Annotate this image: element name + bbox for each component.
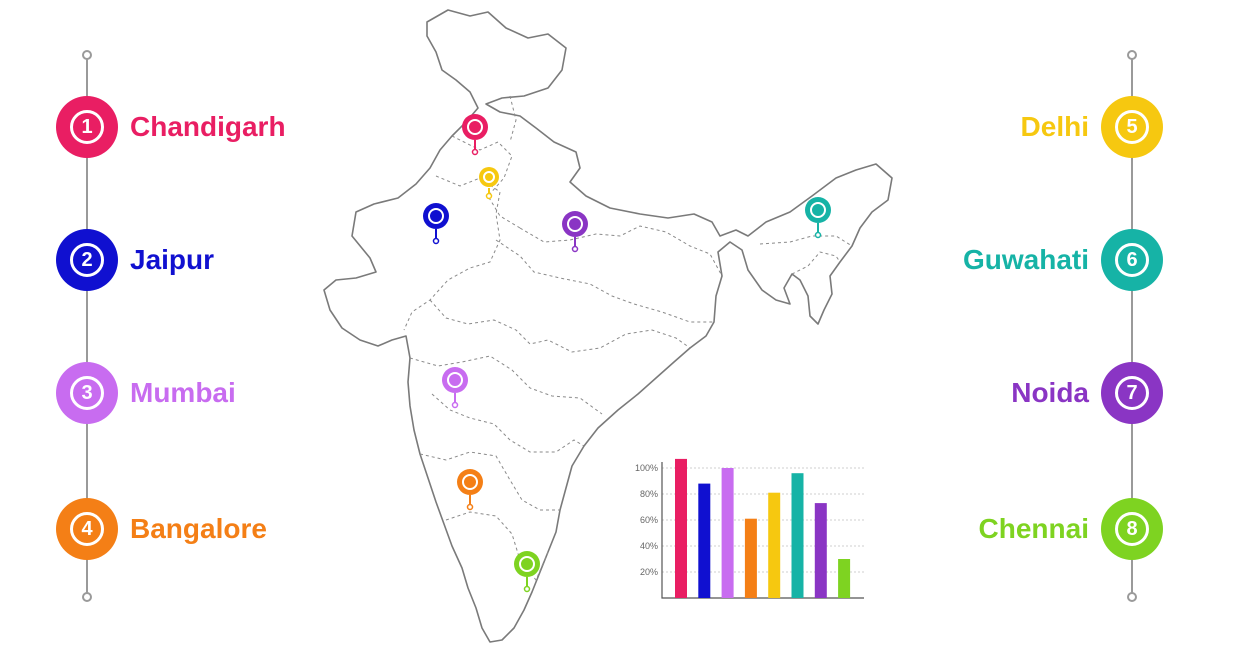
city-badge: 3 xyxy=(56,362,118,424)
city-name: Chennai xyxy=(978,513,1089,544)
city-name: Guwahati xyxy=(962,244,1089,275)
bar-chandigarh xyxy=(675,458,687,598)
y-tick-label: 40% xyxy=(640,541,658,551)
state-borders xyxy=(403,95,853,581)
chart-axes xyxy=(661,462,864,599)
bar-delhi xyxy=(768,492,781,598)
city-number: 6 xyxy=(1115,243,1149,277)
city-name: Delhi xyxy=(1020,111,1089,142)
bar-chennai xyxy=(838,559,851,598)
map-pin-bangalore xyxy=(457,469,483,511)
city-badge: 1 xyxy=(56,96,118,158)
city-number: 8 xyxy=(1115,512,1149,546)
y-tick-label: 80% xyxy=(640,489,658,499)
city-name: Bangalore xyxy=(130,513,267,544)
city-badge: 4 xyxy=(56,498,118,560)
bar-noida xyxy=(814,503,827,598)
y-tick-label: 100% xyxy=(635,463,658,473)
city-number: 4 xyxy=(70,512,104,546)
city-badge: 2 xyxy=(56,229,118,291)
left-timeline-rail xyxy=(82,50,92,602)
city-item-noida: 7 Noida xyxy=(1011,362,1163,424)
bar-jaipur xyxy=(698,483,711,598)
bar-mumbai xyxy=(721,468,734,598)
map-pin-jaipur xyxy=(423,203,449,245)
city-number: 3 xyxy=(70,376,104,410)
city-item-bangalore: 4 Bangalore xyxy=(56,498,267,560)
right-timeline-rail xyxy=(1127,50,1137,602)
map-pin-chennai xyxy=(514,551,540,593)
city-number: 7 xyxy=(1115,376,1149,410)
city-number: 2 xyxy=(70,243,104,277)
y-tick-label: 20% xyxy=(640,567,658,577)
bar-chart: 20% 40% 60% 80% 100% xyxy=(635,458,864,599)
map-pin-noida xyxy=(562,211,588,253)
city-badge: 7 xyxy=(1101,362,1163,424)
bar-bangalore xyxy=(744,518,757,598)
city-badge: 8 xyxy=(1101,498,1163,560)
map-pin-chandigarh xyxy=(462,114,488,156)
city-item-guwahati: 6 Guwahati xyxy=(963,229,1163,291)
city-number: 1 xyxy=(70,110,104,144)
map-pin-guwahati xyxy=(805,197,831,239)
city-item-chandigarh: 1 Chandigarh xyxy=(56,96,286,158)
map-pin-delhi xyxy=(479,167,499,200)
city-item-delhi: 5 Delhi xyxy=(1021,96,1163,158)
city-name: Jaipur xyxy=(130,244,215,275)
city-name: Noida xyxy=(1011,377,1089,408)
india-map-outline xyxy=(323,9,893,643)
city-badge: 6 xyxy=(1101,229,1163,291)
city-number: 5 xyxy=(1115,110,1149,144)
city-name: Chandigarh xyxy=(130,111,286,142)
city-item-jaipur: 2 Jaipur xyxy=(56,229,214,291)
city-badge: 5 xyxy=(1101,96,1163,158)
city-name: Mumbai xyxy=(130,377,236,408)
y-tick-label: 60% xyxy=(640,515,658,525)
city-item-mumbai: 3 Mumbai xyxy=(56,362,236,424)
map-pin-mumbai xyxy=(442,367,468,409)
city-item-chennai: 8 Chennai xyxy=(979,498,1163,560)
bar-guwahati xyxy=(791,473,804,598)
